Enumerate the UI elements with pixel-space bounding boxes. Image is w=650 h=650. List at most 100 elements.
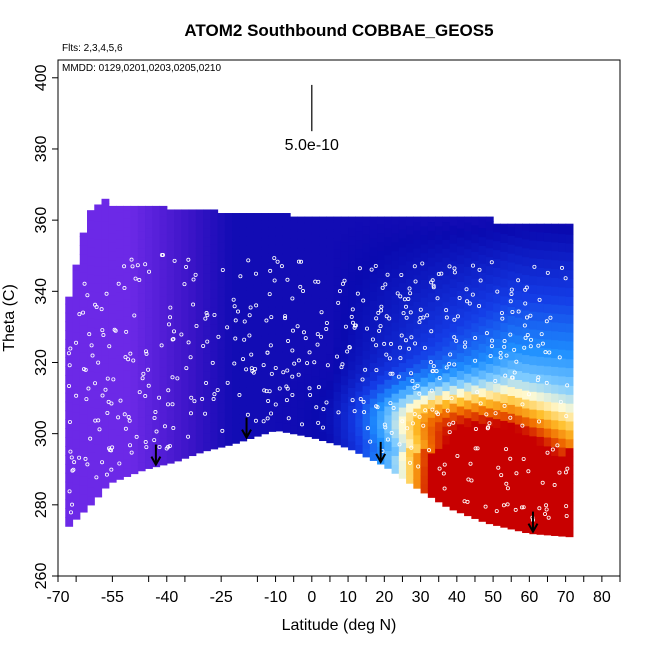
- heat-cell: [261, 389, 269, 399]
- heat-cell: [87, 309, 95, 319]
- heat-cell: [159, 313, 168, 324]
- heat-cell: [137, 212, 146, 223]
- sample-point: [134, 434, 139, 439]
- heat-cell: [449, 429, 458, 440]
- heat-cell: [413, 283, 422, 293]
- heat-cell: [188, 304, 197, 314]
- sample-point: [494, 509, 499, 514]
- heat-cell: [116, 470, 124, 480]
- heat-cell: [174, 327, 182, 337]
- heat-cell: [101, 479, 110, 489]
- heat-cell: [268, 288, 277, 299]
- heat-cell: [217, 242, 226, 252]
- heat-cell: [500, 366, 509, 377]
- sample-point: [247, 333, 252, 338]
- heat-cell: [456, 432, 465, 443]
- sample-point: [413, 279, 418, 284]
- heat-cell: [253, 355, 262, 366]
- sample-point: [175, 376, 180, 381]
- sample-point: [305, 361, 310, 366]
- sample-point: [417, 320, 422, 325]
- heat-cell: [543, 276, 552, 287]
- sample-point: [324, 400, 329, 405]
- heat-cell: [174, 209, 182, 213]
- heat-cell: [529, 302, 538, 312]
- heat-cell: [565, 474, 574, 484]
- sample-point: [434, 369, 439, 374]
- heat-cell: [478, 352, 487, 362]
- sample-point: [122, 286, 127, 291]
- heat-cell: [406, 225, 414, 235]
- heat-cell: [391, 419, 400, 430]
- heat-cell: [253, 222, 262, 233]
- heat-cell: [435, 359, 443, 369]
- heat-cell: [471, 393, 480, 404]
- heat-cell: [246, 242, 255, 253]
- sample-point: [77, 455, 82, 460]
- heat-cell: [116, 372, 124, 382]
- heat-cell: [253, 213, 262, 224]
- heat-cell: [130, 429, 139, 439]
- heat-cell: [449, 456, 458, 466]
- heat-cell: [210, 261, 219, 272]
- sample-point: [431, 364, 436, 369]
- heat-cell: [304, 294, 313, 304]
- sample-point: [363, 367, 368, 372]
- sample-point: [452, 335, 457, 340]
- sample-point: [448, 352, 453, 357]
- heat-cell: [464, 399, 472, 410]
- heat-cell: [456, 477, 465, 487]
- heat-cell: [246, 313, 255, 324]
- sample-point: [524, 285, 529, 290]
- heat-cell: [558, 242, 567, 252]
- heat-cell: [558, 286, 567, 297]
- heat-cell: [130, 340, 139, 350]
- y-tick-label: 260: [33, 563, 50, 590]
- heat-cell: [500, 260, 509, 270]
- sample-point: [272, 256, 277, 261]
- heat-cell: [181, 386, 190, 397]
- heat-cell: [369, 229, 378, 239]
- heat-cell: [290, 216, 298, 221]
- heat-cell: [137, 372, 146, 383]
- heat-cell: [507, 377, 516, 388]
- heat-cell: [464, 293, 472, 303]
- heat-cell: [268, 351, 277, 361]
- heat-cell: [507, 342, 516, 352]
- heat-cell: [514, 512, 523, 523]
- heat-cell: [311, 367, 320, 377]
- heat-cell: [355, 328, 364, 339]
- heat-cell: [529, 382, 538, 392]
- heat-cell: [558, 269, 567, 279]
- heat-cell: [188, 402, 197, 412]
- heat-cell: [391, 348, 400, 359]
- heat-cell: [94, 452, 103, 462]
- heat-cell: [558, 447, 567, 457]
- heat-cell: [116, 425, 124, 436]
- heat-cell: [297, 292, 306, 303]
- heat-cell: [369, 300, 378, 310]
- heat-cell: [485, 505, 494, 516]
- sample-point: [557, 470, 562, 475]
- heat-cell: [268, 386, 277, 397]
- sample-point: [182, 282, 187, 287]
- heat-cell: [369, 220, 378, 230]
- heat-cell: [65, 490, 74, 501]
- heat-cell: [195, 230, 204, 240]
- sample-point: [88, 436, 93, 441]
- heat-cell: [435, 279, 443, 289]
- heat-cell: [188, 330, 197, 341]
- sample-point: [67, 419, 72, 424]
- heat-cell: [522, 505, 530, 516]
- heat-cell: [514, 503, 523, 514]
- heat-cell: [493, 489, 501, 500]
- heat-cell: [391, 313, 400, 323]
- heat-cell: [239, 227, 248, 237]
- sample-point: [212, 392, 217, 397]
- heat-cell: [174, 398, 182, 409]
- heat-cell: [543, 436, 552, 447]
- heat-cell: [514, 486, 523, 496]
- sample-point: [412, 264, 417, 269]
- heat-cell: [348, 369, 356, 380]
- sample-point: [410, 378, 415, 383]
